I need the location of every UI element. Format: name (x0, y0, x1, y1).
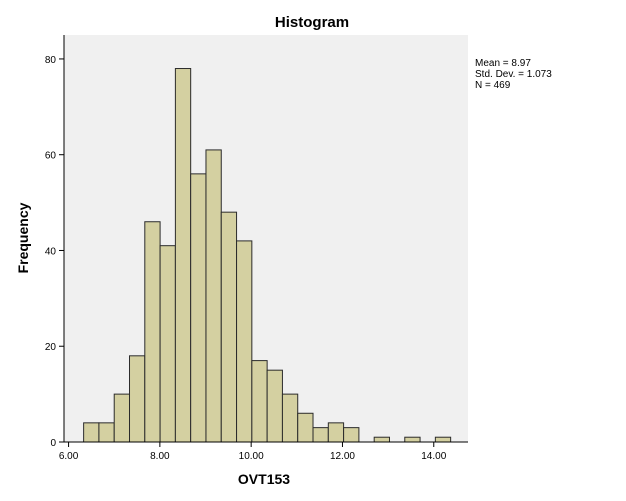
stat-mean: Mean = 8.97 (475, 58, 531, 69)
x-ticks-group: 6.00 8.00 10.00 12.00 14.00 (59, 442, 447, 462)
y-tick-label: 0 (50, 438, 56, 449)
stat-n: N = 469 (475, 80, 511, 91)
histogram-bar (159, 245, 176, 443)
histogram-bar (327, 422, 345, 443)
x-tick-label: 10.00 (239, 451, 264, 462)
histogram-bar (205, 149, 222, 443)
y-axis-label: Frequency (15, 202, 31, 273)
histogram-bar (373, 436, 390, 443)
histogram-bar (129, 355, 146, 443)
histogram-bar (404, 436, 421, 443)
chart-title: Histogram (275, 14, 349, 31)
bars-group (83, 68, 452, 443)
histogram-bar (113, 393, 131, 443)
stats-box: Mean = 8.97 Std. Dev. = 1.073 N = 469 (475, 58, 552, 91)
y-tick-label: 80 (45, 55, 57, 66)
histogram-bar (266, 369, 283, 443)
histogram-bar (434, 436, 452, 443)
y-tick-label: 40 (45, 246, 57, 257)
histogram-bar (281, 393, 299, 443)
x-axis-label: OVT153 (238, 471, 290, 487)
histogram-bar (297, 412, 314, 443)
histogram-bar (251, 360, 268, 443)
x-tick-label: 6.00 (59, 451, 79, 462)
histogram-bar (144, 221, 161, 443)
stat-std-dev: Std. Dev. = 1.073 (475, 69, 552, 80)
histogram-bar (312, 427, 329, 443)
histogram-bar (343, 427, 360, 443)
y-tick-label: 20 (45, 342, 57, 353)
x-tick-label: 12.00 (330, 451, 355, 462)
histogram-bar (98, 422, 115, 443)
axes-group (63, 35, 468, 443)
y-tick-label: 60 (45, 151, 57, 162)
histogram-bar (174, 68, 192, 443)
histogram-bar (220, 211, 238, 443)
x-tick-label: 8.00 (150, 451, 170, 462)
histogram-bar (83, 422, 100, 443)
x-tick-label: 14.00 (421, 451, 446, 462)
histogram-bar (236, 240, 253, 443)
y-ticks-group: 0 20 40 60 80 (45, 55, 64, 449)
histogram-bar (190, 173, 207, 443)
